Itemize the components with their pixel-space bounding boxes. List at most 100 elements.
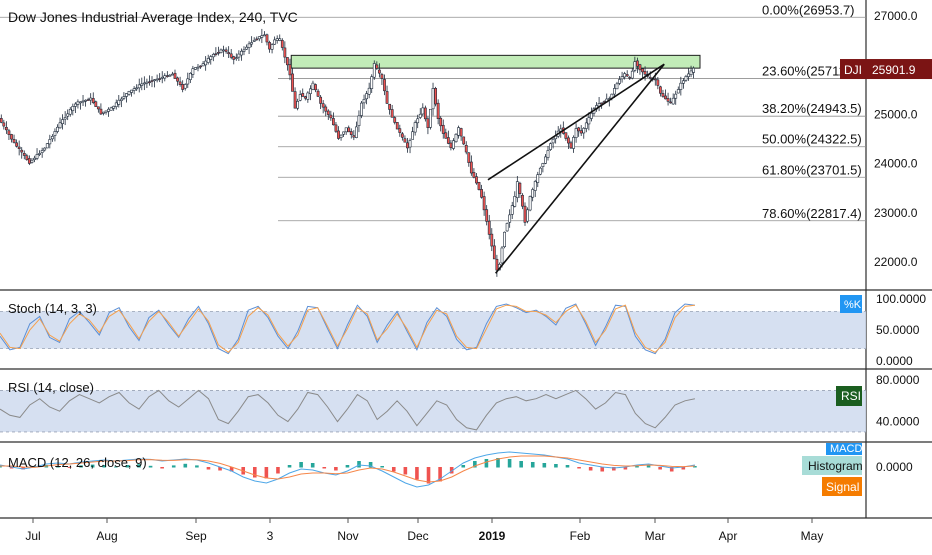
candle: [234, 53, 238, 61]
candle: [388, 103, 391, 115]
candle-body-down: [390, 109, 394, 118]
macd-histogram-bar: [148, 465, 153, 468]
indicator-title: Stoch (14, 3, 3): [8, 301, 97, 316]
candles: [0, 28, 696, 277]
macd-histogram-bar: [426, 467, 431, 484]
candle: [145, 78, 149, 89]
candle: [104, 110, 108, 115]
candle-body-up: [538, 167, 542, 175]
candle-body-down: [477, 182, 481, 190]
candle-body-down: [10, 134, 13, 140]
candle-body-up: [206, 58, 210, 63]
candle-body-up: [63, 117, 67, 120]
histogram-badge: Histogram: [808, 459, 863, 473]
macd-histogram-bar: [56, 466, 60, 468]
candle-body-down: [492, 245, 496, 260]
price-axis-tick: 23000.0: [874, 206, 918, 220]
candle-body-down: [406, 142, 409, 149]
candle-body-down: [176, 77, 179, 82]
candle-body-down: [400, 133, 404, 138]
candle: [367, 82, 371, 99]
candle-body-up: [618, 79, 621, 84]
candle-body-up: [541, 163, 545, 167]
candle: [625, 70, 629, 78]
candle: [434, 86, 437, 107]
macd-histogram-bar: [9, 467, 14, 469]
candle: [158, 73, 162, 83]
candle: [383, 74, 386, 96]
candle-body-down: [352, 135, 356, 138]
candle-body-up: [117, 99, 121, 105]
candle: [160, 71, 164, 84]
candle: [214, 47, 218, 57]
candle: [395, 122, 399, 130]
candle: [579, 125, 583, 136]
candle-body-up: [252, 39, 256, 42]
candle-body-up: [245, 46, 248, 50]
candle-body-down: [518, 182, 522, 194]
candle-body-down: [22, 153, 26, 156]
candle: [457, 125, 460, 139]
candle-body-up: [79, 101, 82, 104]
candle: [444, 128, 448, 139]
candle-body-up: [196, 66, 200, 69]
candle-body-up: [431, 88, 435, 110]
candle-body-down: [316, 90, 320, 97]
candle: [546, 146, 550, 161]
rsi-panel: RSI (14, close) 80.0000 40.0000 RSI: [0, 373, 920, 433]
candle: [58, 117, 62, 129]
candle: [183, 83, 187, 91]
candle: [2, 119, 6, 130]
macd-histogram-bar: [206, 467, 211, 470]
candle: [577, 126, 581, 137]
candle: [117, 95, 121, 108]
candle-body-down: [648, 76, 652, 79]
candle: [168, 74, 172, 77]
candle: [377, 63, 381, 78]
candle-body-up: [689, 70, 693, 75]
candle-body-down: [314, 84, 317, 91]
candle: [283, 41, 287, 64]
candle-body-up: [84, 99, 87, 102]
candle: [674, 90, 678, 105]
candle: [492, 239, 496, 260]
candle-body-down: [426, 118, 430, 129]
candle: [38, 150, 41, 157]
fib-level-label: 0.00%(26953.7): [762, 2, 855, 17]
candle-body-down: [475, 176, 478, 184]
macd-histogram-bar: [229, 467, 234, 472]
candle-body-up: [362, 99, 366, 104]
candle: [45, 143, 49, 149]
candle: [316, 88, 320, 98]
candle-body-down: [521, 194, 524, 207]
candle-body-up: [416, 118, 420, 124]
candle-body-down: [349, 131, 353, 136]
candle-body-down: [94, 101, 98, 107]
candle: [321, 100, 325, 114]
candle: [130, 89, 133, 97]
candle: [76, 99, 80, 109]
candle: [567, 135, 570, 150]
candle-body-up: [526, 209, 529, 222]
candle: [30, 157, 34, 164]
candle-body-up: [250, 42, 254, 45]
candle-body-down: [15, 142, 19, 147]
candle-body-up: [50, 136, 54, 140]
candle: [194, 67, 197, 70]
indicator-title: RSI (14, close): [8, 380, 94, 395]
candle: [411, 126, 414, 140]
candle-body-up: [687, 73, 690, 77]
candle: [406, 137, 409, 153]
macd-histogram-bar: [449, 467, 454, 474]
candle-body-down: [375, 64, 379, 69]
candle-body-up: [119, 98, 123, 101]
candle: [43, 147, 47, 152]
indicator-axis-tick: 0.0000: [876, 354, 913, 368]
candle-body-up: [201, 63, 205, 67]
candle: [229, 48, 233, 60]
candle-body-down: [265, 34, 269, 43]
candle: [618, 76, 621, 86]
candle: [664, 89, 667, 100]
